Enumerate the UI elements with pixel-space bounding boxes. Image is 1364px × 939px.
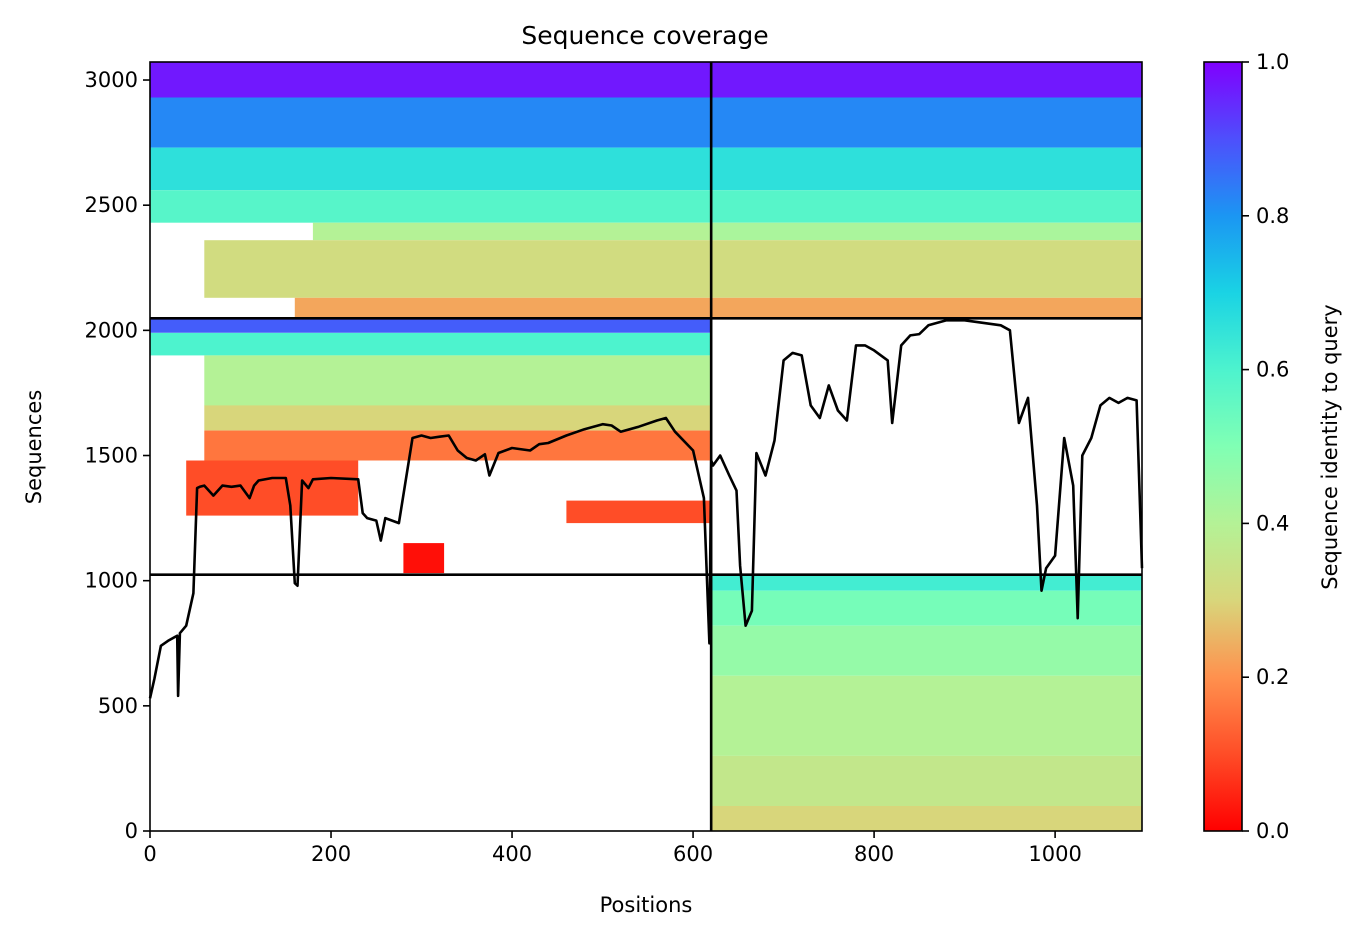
heatmap-band-2-0 [150,318,712,333]
plot-frame [149,61,1143,832]
x-tick-label: 800 [854,842,894,866]
heatmap-band-0-1 [150,97,712,148]
coverage-heatmap [150,62,1142,831]
heatmap-band-2-5 [186,460,359,516]
colorbar-tick-label: 0.8 [1256,204,1289,228]
heatmap-band-3-3 [711,675,1142,756]
chart-title: Sequence coverage [521,21,768,50]
heatmap-band-0-6 [294,297,712,319]
y-axis-ticks: 0 500 1000 1500 2000 2500 3000 [85,68,150,843]
colorbar-tick-label: 0.4 [1256,511,1289,535]
colorbar-tick-label: 1.0 [1256,50,1289,74]
heatmap-band-1-6 [711,297,1142,319]
heatmap-band-2-6 [566,500,712,524]
y-tick-label: 1500 [85,444,138,468]
x-tick-label: 400 [492,842,532,866]
heatmap-band-3-4 [711,755,1142,806]
heatmap-band-0-4 [312,222,712,241]
colorbar-tick-label: 0.2 [1256,665,1289,689]
x-tick-label: 0 [143,842,156,866]
heatmap-band-0-0 [150,62,712,98]
y-tick-label: 0 [125,819,138,843]
heatmap-band-2-3 [204,405,712,431]
heatmap-band-1-5 [711,240,1142,298]
coverage-line [148,318,1144,699]
x-axis-ticks: 0 200 400 600 800 1000 [143,831,1082,866]
colorbar-ticks: 0.0 0.2 0.4 0.6 0.8 1.0 [1242,50,1289,843]
heatmap-band-2-1 [150,332,712,356]
colorbar-gradient [1203,61,1243,832]
plot-area [148,61,1144,832]
heatmap-band-1-1 [711,97,1142,148]
heatmap-band-3-2 [711,625,1142,676]
y-axis-label: Sequences [22,390,46,505]
y-tick-label: 500 [98,694,138,718]
heatmap-band-1-0 [711,62,1142,98]
y-tick-label: 2500 [85,193,138,217]
x-axis-label: Positions [600,893,693,917]
y-tick-label: 2000 [85,318,138,342]
colorbar-tick-label: 0.0 [1256,819,1289,843]
y-tick-label: 1000 [85,569,138,593]
x-tick-label: 600 [673,842,713,866]
heatmap-band-2-7 [403,543,445,574]
heatmap-band-1-3 [711,190,1142,223]
block-boundaries [150,62,1142,831]
heatmap-band-3-0 [711,574,1142,591]
heatmap-band-3-1 [711,590,1142,626]
colorbar: 0.0 0.2 0.4 0.6 0.8 1.0 Sequence identity to … [1203,50,1342,843]
heatmap-band-1-2 [711,147,1142,191]
heatmap-band-2-4 [204,430,712,461]
x-tick-label: 200 [311,842,351,866]
heatmap-band-0-3 [150,190,712,223]
heatmap-band-3-5 [711,806,1142,831]
x-tick-label: 1000 [1028,842,1081,866]
heatmap-band-0-5 [204,240,712,298]
heatmap-band-1-4 [711,222,1142,241]
heatmap-band-2-2 [204,355,712,406]
y-tick-label: 3000 [85,68,138,92]
colorbar-tick-label: 0.6 [1256,358,1289,382]
heatmap-band-0-2 [150,147,712,191]
colorbar-label: Sequence identity to query [1318,304,1342,589]
